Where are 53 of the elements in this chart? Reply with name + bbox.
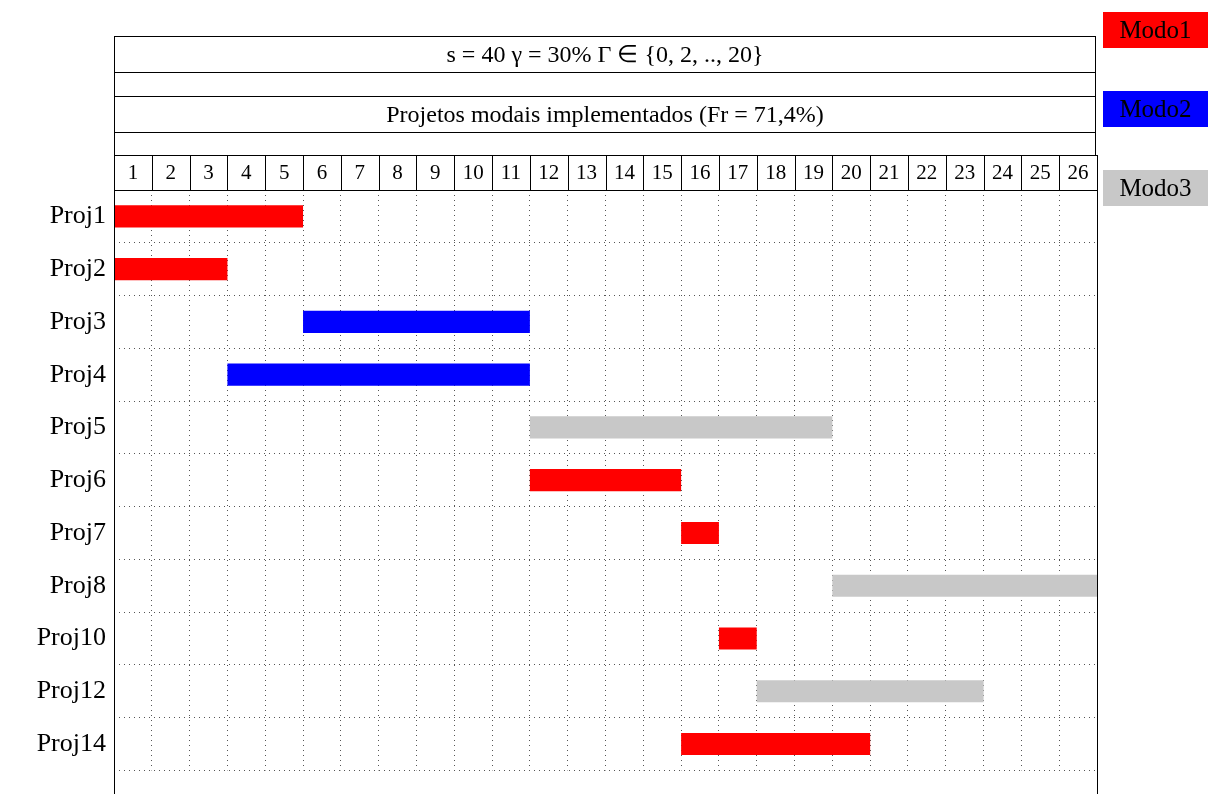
y-tick-label: Proj4 [49, 358, 106, 388]
x-tick-label: 1 [127, 159, 139, 184]
x-tick-label: 17 [727, 159, 749, 184]
x-tick-label: 21 [878, 159, 900, 184]
y-tick-label: Proj5 [49, 411, 106, 441]
chart-subtitle: Projetos modais implementados (Fr = 71,4%) [114, 96, 1096, 133]
x-tick-label: 10 [462, 159, 484, 184]
bar [227, 363, 530, 386]
text: Modo3 [1119, 174, 1192, 201]
x-tick-label: 2 [165, 159, 176, 184]
y-tick-label: Proj2 [49, 252, 106, 282]
y-tick-label: Proj1 [49, 200, 106, 230]
bar [114, 258, 228, 281]
y-tick-label: Proj14 [36, 727, 106, 757]
x-tick-label: 18 [765, 159, 787, 184]
x-tick-label: 24 [991, 159, 1014, 184]
x-tick-label: 16 [689, 159, 711, 184]
y-tick-label: Proj12 [36, 675, 106, 705]
x-tick-label: 9 [430, 159, 441, 184]
x-tick-label: 11 [500, 159, 522, 184]
x-tick-label: 3 [203, 159, 214, 184]
x-tick-label: 20 [840, 159, 862, 184]
bar [303, 310, 530, 333]
x-tick-label: 25 [1029, 159, 1051, 184]
text: Modo1 [1119, 16, 1192, 43]
x-tick-label: 15 [651, 159, 673, 184]
x-tick-label: 6 [316, 159, 328, 184]
x-tick-label: 14 [613, 159, 636, 184]
x-tick-label: 7 [354, 159, 365, 184]
bar [114, 205, 304, 228]
bar [832, 574, 1097, 597]
text: Modo2 [1119, 95, 1192, 122]
y-tick-label: Proj3 [49, 305, 106, 335]
y-tick-label: Proj7 [49, 516, 106, 546]
x-tick-label: 23 [954, 159, 976, 184]
bar [529, 469, 682, 492]
y-tick-label: Proj8 [49, 569, 106, 599]
x-tick-label: 5 [278, 159, 290, 184]
bar [756, 680, 984, 703]
bar [681, 521, 719, 545]
chart-title: s = 40 γ = 30% Γ ∈ {0, 2, .., 20} [114, 36, 1096, 73]
x-tick-label: 19 [802, 159, 824, 184]
x-tick-label: 12 [538, 159, 560, 184]
y-tick-label: Proj6 [49, 464, 106, 494]
bar [718, 627, 757, 650]
x-tick-label: 8 [392, 159, 403, 184]
y-tick-label: Proj10 [36, 622, 106, 652]
x-tick-label: 26 [1067, 159, 1089, 184]
x-tick-label: 22 [916, 159, 938, 184]
x-tick-label: 4 [241, 159, 253, 184]
bar [681, 732, 871, 756]
bar [529, 416, 833, 439]
x-tick-label: 13 [576, 159, 598, 184]
